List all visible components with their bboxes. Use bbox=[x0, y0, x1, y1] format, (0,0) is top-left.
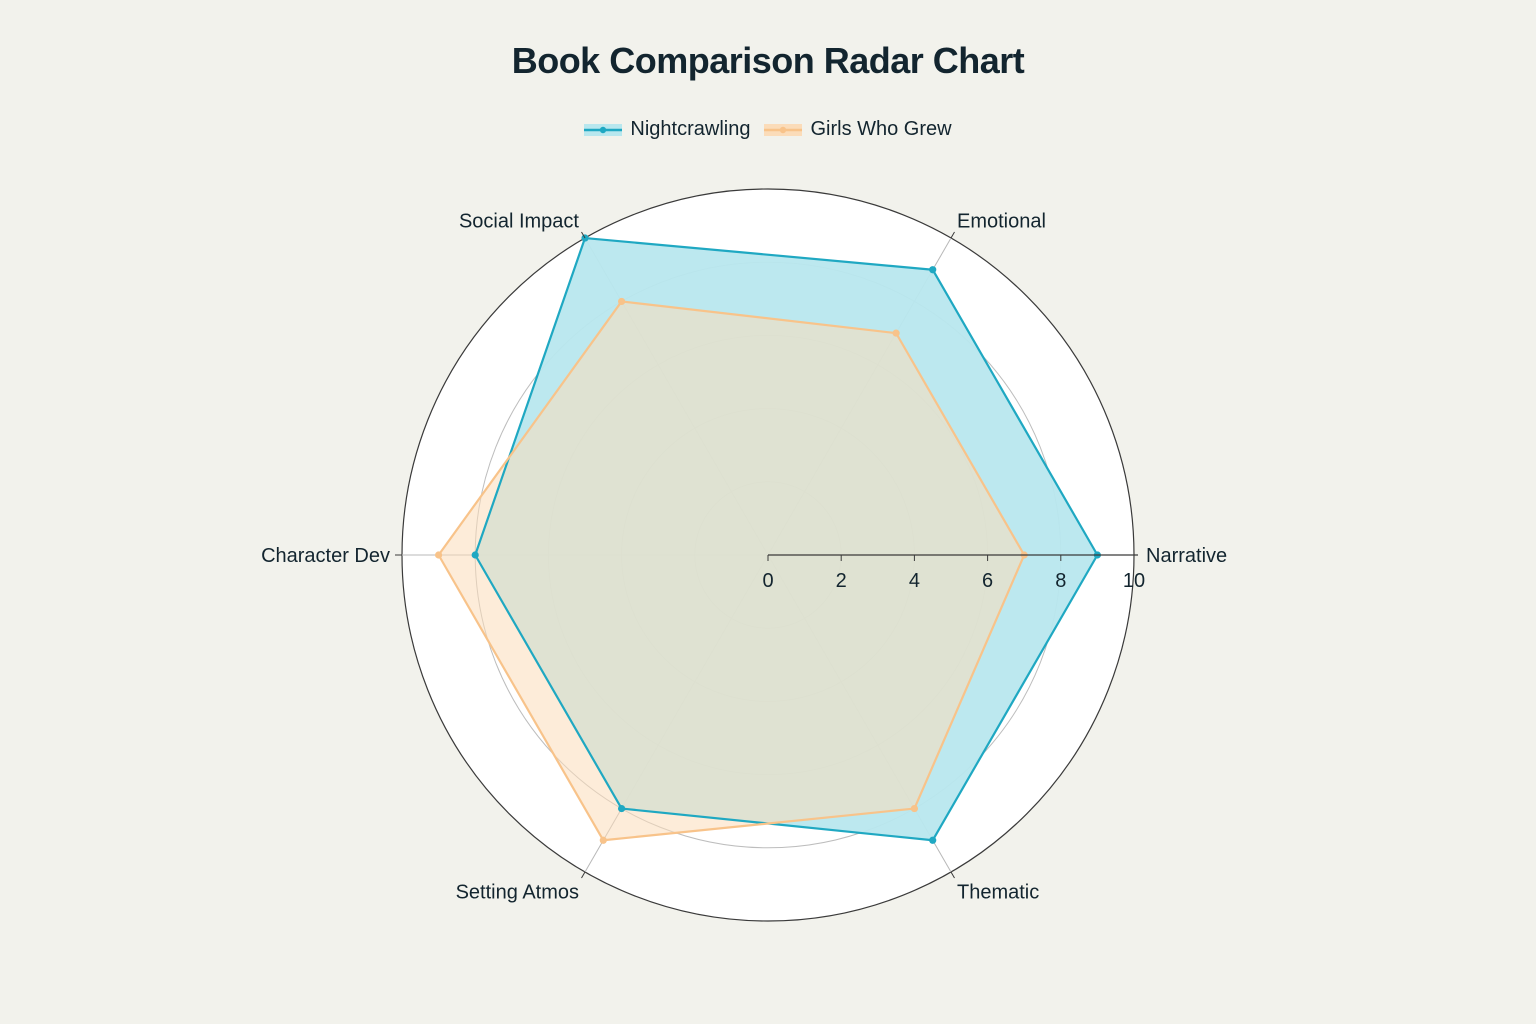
axis-label-character-dev: Character Dev bbox=[261, 545, 390, 567]
legend-label-nightcrawling: Nightcrawling bbox=[630, 118, 751, 140]
radial-tick-label-0: 0 bbox=[762, 570, 773, 592]
outer-tick-thematic bbox=[950, 871, 955, 879]
point-nightcrawling-thematic bbox=[929, 836, 937, 844]
legend-swatch-girls-who-grew bbox=[764, 123, 803, 136]
legend-item-girls-who-grew[interactable]: Girls Who Grew bbox=[764, 118, 952, 141]
radial-tick-label-4: 4 bbox=[909, 570, 920, 592]
axis-label-narrative: Narrative bbox=[1146, 545, 1227, 567]
point-girls-who-grew-setting-atmos bbox=[599, 836, 607, 844]
legend-label-girls-who-grew: Girls Who Grew bbox=[810, 118, 952, 140]
outer-tick-emotional bbox=[950, 231, 955, 239]
point-girls-who-grew-social-impact bbox=[618, 297, 626, 306]
point-nightcrawling-emotional bbox=[929, 266, 937, 274]
series-area-girls-who-grew bbox=[438, 301, 1025, 841]
series-girls-who-grew bbox=[438, 301, 1025, 841]
radial-tick-label-10: 10 bbox=[1123, 570, 1145, 592]
outer-tick-social-impact bbox=[581, 231, 586, 239]
axis-label-thematic: Thematic bbox=[957, 881, 1039, 903]
point-girls-who-grew-emotional bbox=[892, 329, 900, 337]
legend-swatch-nightcrawling bbox=[584, 123, 623, 136]
point-girls-who-grew-thematic bbox=[910, 804, 919, 813]
legend: Nightcrawling Girls Who Grew bbox=[0, 118, 1536, 141]
axis-label-setting-atmos: Setting Atmos bbox=[456, 881, 579, 903]
outer-tick-setting-atmos bbox=[581, 871, 586, 879]
radial-tick-label-8: 8 bbox=[1055, 570, 1066, 592]
radial-tick-label-2: 2 bbox=[836, 570, 847, 592]
radial-tick-label-6: 6 bbox=[982, 570, 993, 592]
axis-label-emotional: Emotional bbox=[957, 211, 1046, 233]
axis-label-social-impact: Social Impact bbox=[459, 211, 579, 233]
point-girls-who-grew-character-dev bbox=[435, 551, 443, 559]
point-nightcrawling-setting-atmos bbox=[618, 804, 626, 813]
point-nightcrawling-character-dev bbox=[471, 551, 479, 559]
legend-item-nightcrawling[interactable]: Nightcrawling bbox=[584, 118, 750, 141]
chart-title: Book Comparison Radar Chart bbox=[511, 40, 1025, 81]
